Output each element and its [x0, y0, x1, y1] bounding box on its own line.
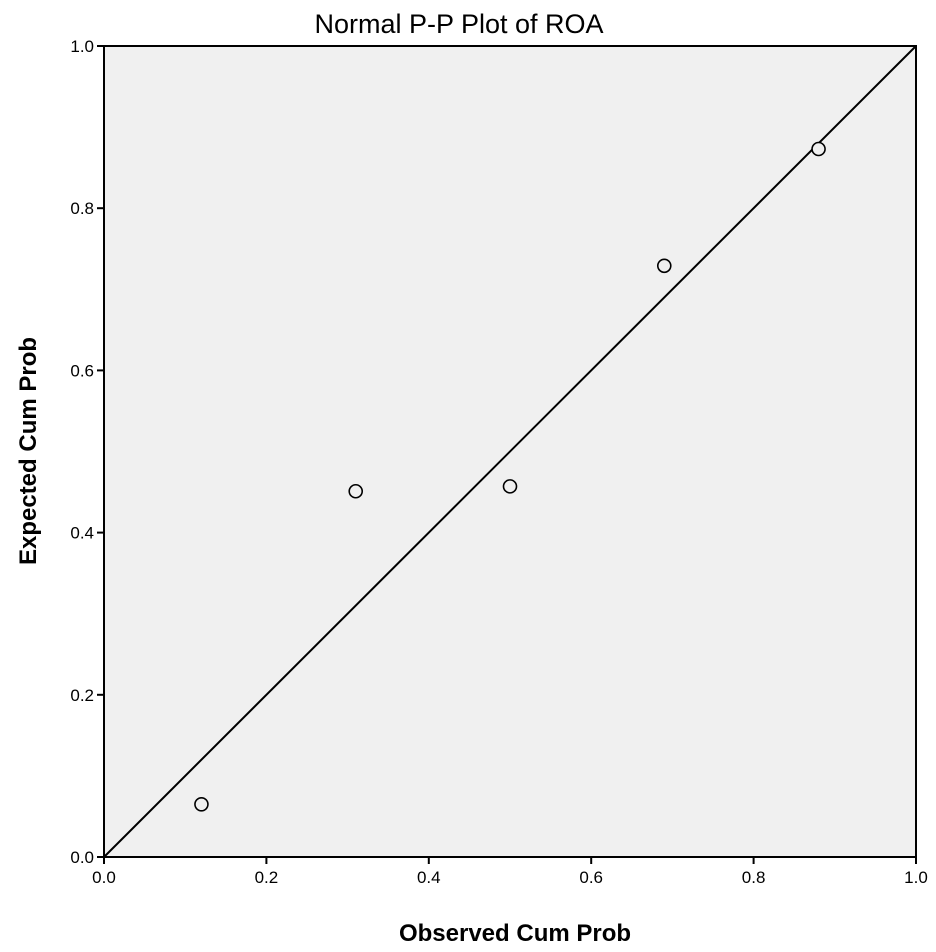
data-point [502, 479, 518, 494]
y-axis-title: Expected Cum Prob [15, 337, 42, 565]
y-tick-label: 0.8 [70, 199, 94, 218]
ticks-layer: 0.0 0.2 0.4 0.6 0.8 1.0 0.0 0.2 0.4 0.6 0.8 1.0 [70, 37, 927, 887]
data-point [656, 258, 672, 274]
y-tick-label: 1.0 [70, 37, 94, 56]
y-tick-label: 0.4 [70, 524, 94, 543]
y-tick-label: 0.6 [70, 361, 94, 380]
y-tick-label: 0.0 [70, 848, 94, 867]
points-layer [194, 141, 826, 812]
x-tick-label: 0.2 [255, 868, 279, 887]
data-point [811, 141, 826, 157]
chart-title: Normal P-P Plot of ROA [314, 9, 603, 39]
x-tick-label: 1.0 [904, 868, 928, 887]
x-tick-label: 0.0 [92, 868, 116, 887]
reference-line [103, 45, 917, 858]
x-tick-label: 0.4 [417, 868, 441, 887]
data-point [194, 796, 209, 812]
y-tick-label: 0.2 [70, 686, 94, 705]
x-tick-label: 0.8 [742, 868, 766, 887]
x-axis-title: Observed Cum Prob [399, 920, 631, 947]
x-tick-label: 0.6 [579, 868, 603, 887]
data-point [348, 483, 364, 499]
